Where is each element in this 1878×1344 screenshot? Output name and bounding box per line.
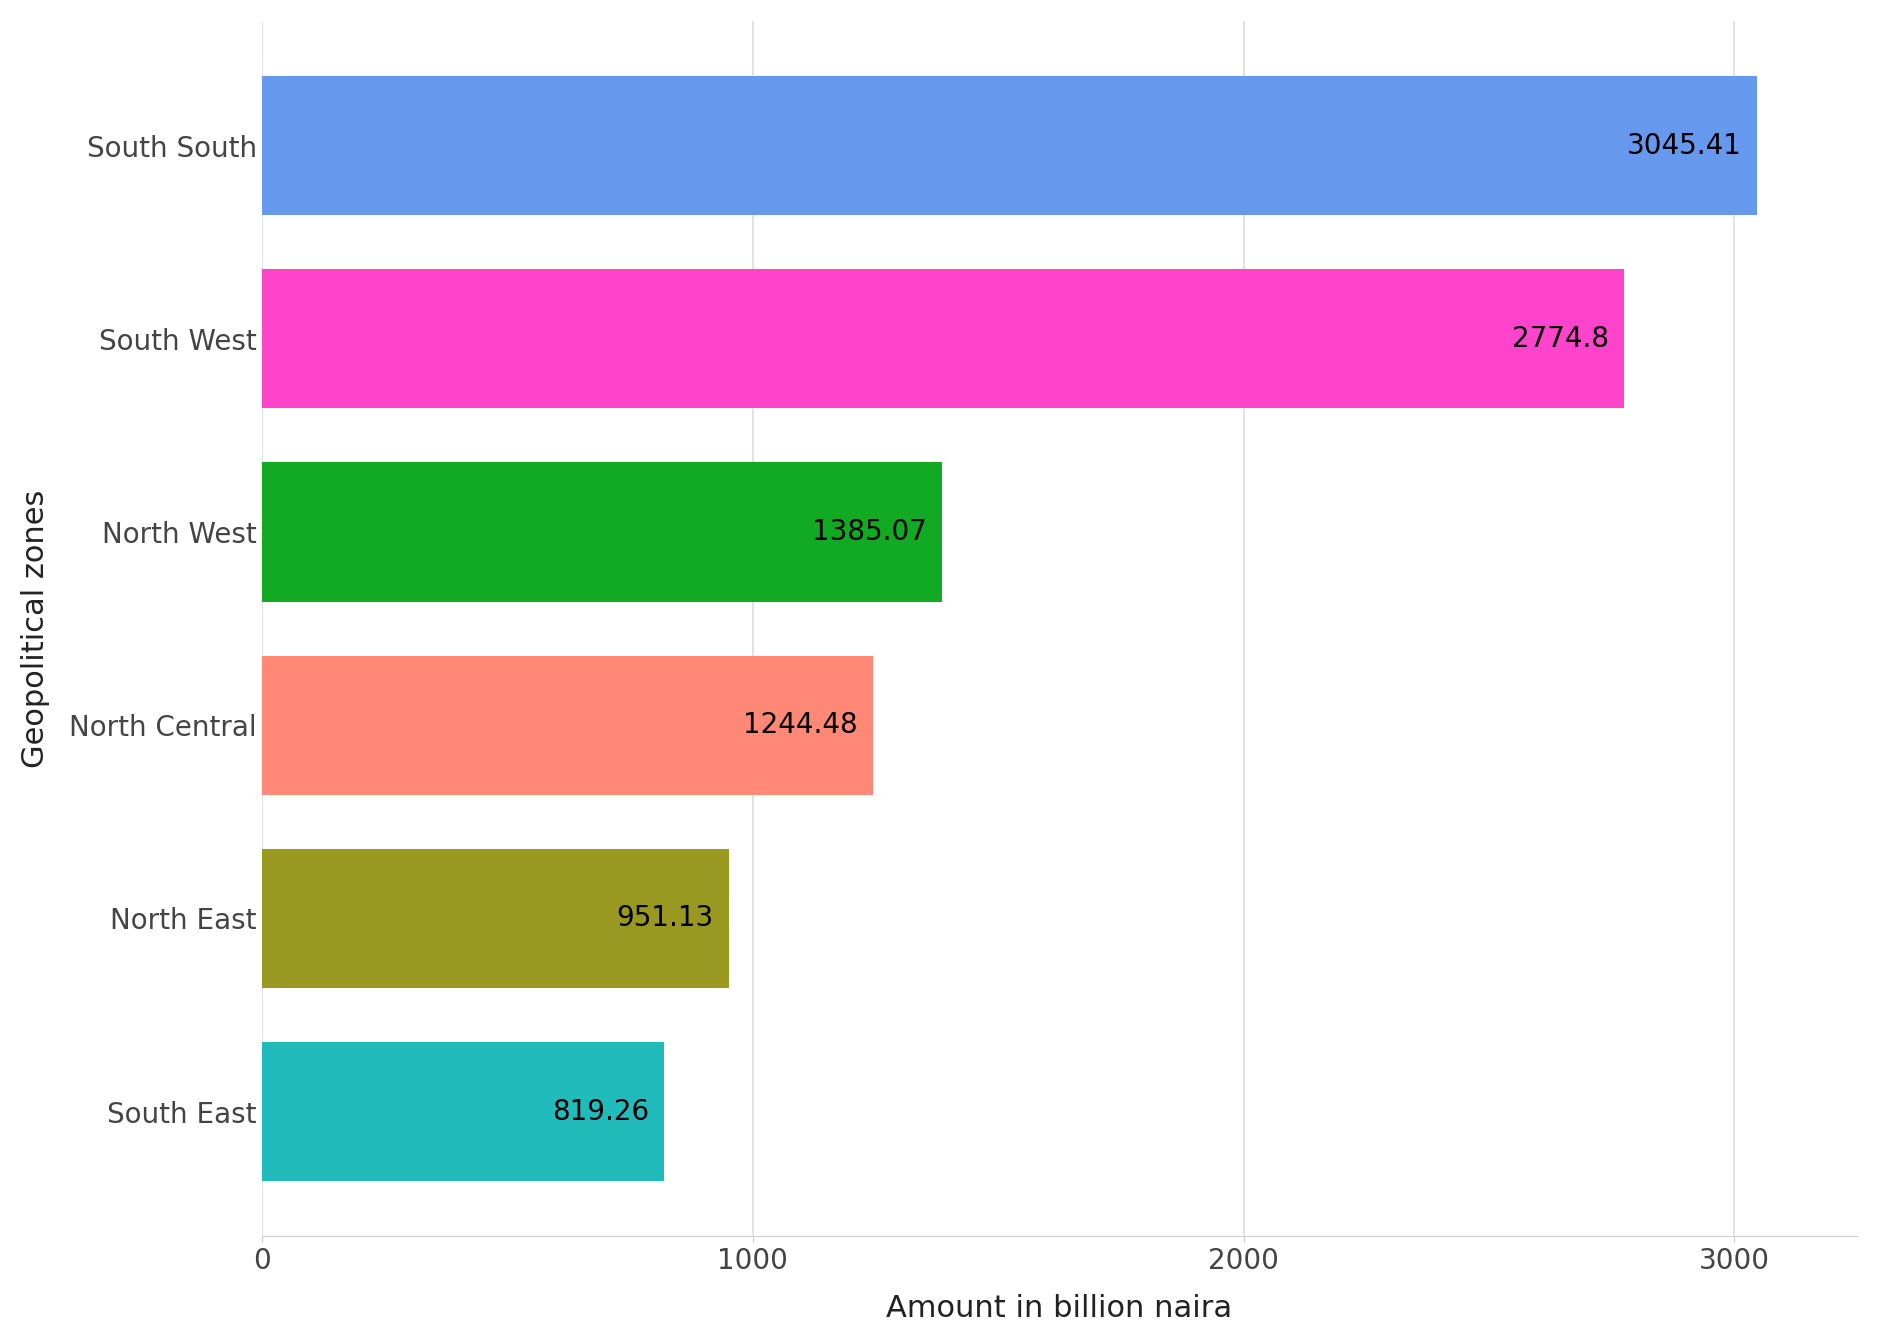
Text: 1385.07: 1385.07: [811, 517, 928, 546]
Text: 1244.48: 1244.48: [744, 711, 858, 739]
Bar: [261, 656, 873, 794]
Text: 3045.41: 3045.41: [1626, 132, 1743, 160]
Bar: [261, 1042, 665, 1181]
Bar: [261, 462, 941, 602]
Y-axis label: Geopolitical zones: Geopolitical zones: [21, 489, 51, 767]
Bar: [261, 269, 1624, 409]
Bar: [261, 849, 729, 988]
Text: 2774.8: 2774.8: [1512, 325, 1609, 353]
X-axis label: Amount in billion naira: Amount in billion naira: [886, 1294, 1232, 1322]
Bar: [261, 77, 1756, 215]
Text: 951.13: 951.13: [616, 905, 714, 933]
Text: 819.26: 819.26: [552, 1098, 650, 1125]
